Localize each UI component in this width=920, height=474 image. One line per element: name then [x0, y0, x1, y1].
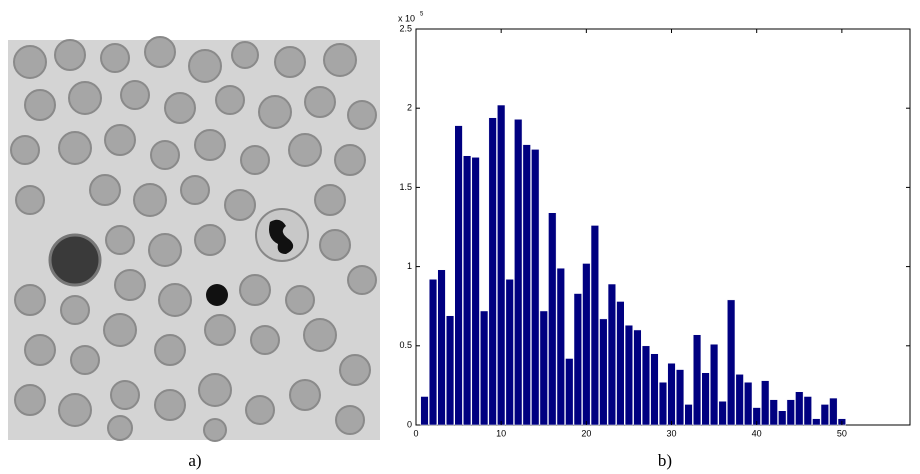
- bar: [795, 391, 804, 426]
- y-tick-label: 1: [407, 261, 412, 271]
- x-tick-label: 10: [496, 428, 506, 438]
- axis-exponent: 5: [420, 12, 424, 18]
- bar: [607, 283, 616, 426]
- y-tick-label: 1.5: [399, 182, 412, 192]
- axis-multiplier: x 10: [398, 13, 415, 23]
- bar: [445, 315, 455, 426]
- x-tick-label: 0: [413, 428, 418, 438]
- panel-label: a): [188, 451, 201, 470]
- bar: [573, 293, 582, 426]
- bar: [599, 318, 608, 426]
- y-tick-label: 2.5: [399, 23, 412, 33]
- x-tick-label: 30: [667, 428, 677, 438]
- bar: [701, 372, 710, 426]
- bar: [480, 310, 489, 426]
- bar: [735, 374, 744, 426]
- bar: [505, 279, 514, 426]
- bar: [616, 301, 625, 426]
- bar: [769, 399, 778, 426]
- neutrophil-nucleus: [269, 219, 294, 254]
- x-tick-label: 50: [837, 428, 847, 438]
- bar: [633, 329, 642, 426]
- bar: [514, 119, 523, 426]
- bar: [820, 404, 829, 426]
- bar: [761, 380, 770, 426]
- bar: [684, 404, 693, 426]
- red-cells: [10, 36, 377, 442]
- bar: [539, 310, 548, 426]
- bar: [718, 400, 727, 426]
- bar: [556, 267, 565, 426]
- lymphocyte: [48, 233, 102, 287]
- bar: [565, 358, 574, 426]
- x-tick-label: 20: [581, 428, 591, 438]
- bar: [488, 117, 497, 426]
- bar: [727, 299, 736, 426]
- micrograph: [8, 36, 380, 442]
- bar: [710, 343, 719, 426]
- bar: [692, 334, 702, 426]
- dark-cell: [206, 284, 228, 306]
- bar: [420, 396, 429, 426]
- bar: [463, 155, 472, 426]
- bar: [522, 144, 531, 426]
- bar: [744, 381, 753, 426]
- bar: [437, 269, 446, 426]
- bar: [531, 149, 540, 426]
- y-tick-label: 0.5: [399, 340, 412, 350]
- x-tick-label: 40: [752, 428, 762, 438]
- panel-label: b): [658, 451, 672, 470]
- bar: [582, 263, 591, 426]
- bar: [624, 324, 634, 426]
- bar: [497, 104, 506, 426]
- bar: [650, 353, 659, 426]
- plot: 0 0.5 1 1.5 2 2.5 0 10 20 30 40 50: [399, 23, 911, 438]
- bar: [658, 381, 668, 426]
- bar: [667, 362, 676, 426]
- bar: [786, 399, 795, 426]
- bar: [590, 225, 599, 426]
- bar: [428, 279, 438, 426]
- bar: [471, 157, 480, 426]
- bar: [548, 212, 557, 426]
- bar: [812, 418, 821, 426]
- bar: [675, 369, 685, 426]
- bar: [454, 125, 463, 426]
- bar: [641, 345, 651, 426]
- y-tick-label: 0: [407, 419, 412, 429]
- bar: [829, 397, 838, 426]
- y-tick-label: 2: [407, 103, 412, 113]
- bar: [778, 410, 787, 426]
- bar: [803, 396, 812, 426]
